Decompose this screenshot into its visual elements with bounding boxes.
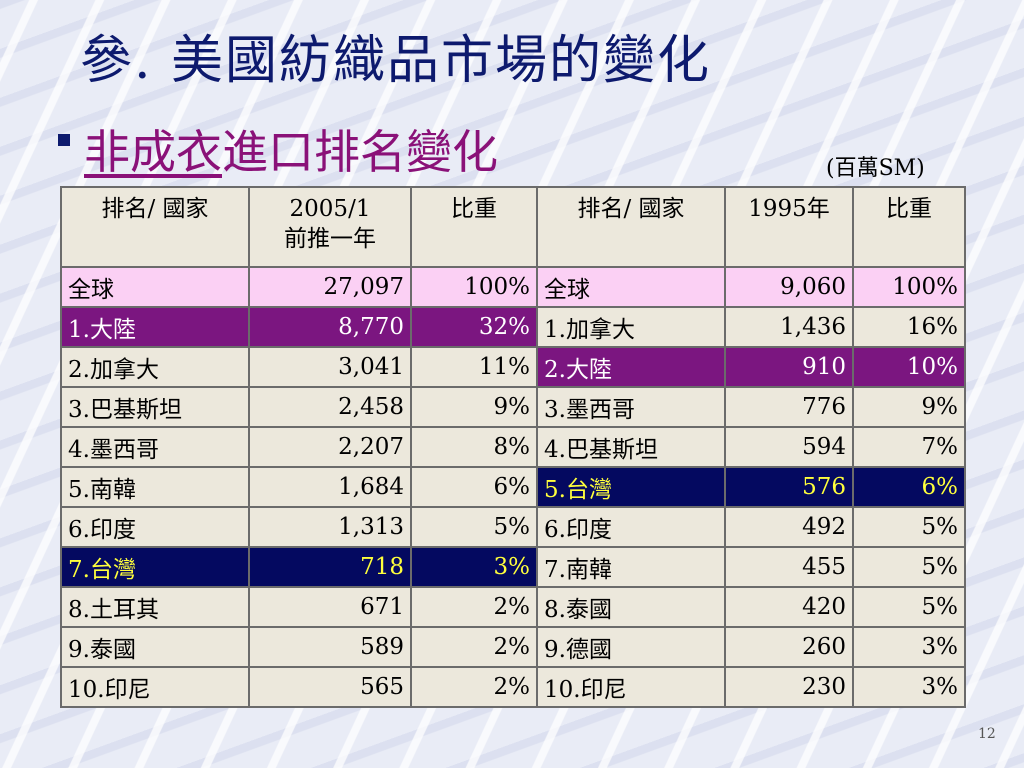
left-value-cell: 1,313 — [248, 506, 412, 548]
page-number: 12 — [978, 726, 996, 742]
right-share-cell: 9% — [852, 386, 966, 428]
table-row: 7.台灣 718 3% 7.南韓 455 5% — [60, 546, 966, 588]
header-right-value: 1995年 — [724, 186, 854, 268]
header-left-value-line2: 前推一年 — [284, 226, 376, 252]
left-value-cell: 2,207 — [248, 426, 412, 468]
right-country-cell: 7.南韓 — [536, 546, 726, 588]
left-share-cell: 9% — [410, 386, 538, 428]
left-country-cell: 2.加拿大 — [60, 346, 250, 388]
right-country-cell: 5.台灣 — [536, 466, 726, 508]
table-row: 3.巴基斯坦 2,458 9% 3.墨西哥 776 9% — [60, 386, 966, 428]
right-share-cell: 5% — [852, 586, 966, 628]
left-share-cell: 2% — [410, 626, 538, 668]
left-share-cell: 6% — [410, 466, 538, 508]
table-row: 4.墨西哥 2,207 8% 4.巴基斯坦 594 7% — [60, 426, 966, 468]
left-share-cell: 11% — [410, 346, 538, 388]
table-row: 9.泰國 589 2% 9.德國 260 3% — [60, 626, 966, 668]
right-share-cell: 7% — [852, 426, 966, 468]
right-value-cell: 492 — [724, 506, 854, 548]
slide-title: 參. 美國紡織品市場的變化 — [80, 31, 712, 91]
right-country-cell: 4.巴基斯坦 — [536, 426, 726, 468]
header-left-share: 比重 — [410, 186, 538, 268]
right-country-cell: 10.印尼 — [536, 666, 726, 708]
table-row: 2.加拿大 3,041 11% 2.大陸 910 10% — [60, 346, 966, 388]
table-row: 8.土耳其 671 2% 8.泰國 420 5% — [60, 586, 966, 628]
right-value-cell: 9,060 — [724, 266, 854, 308]
header-right-country: 排名/ 國家 — [536, 186, 726, 268]
right-country-cell: 6.印度 — [536, 506, 726, 548]
right-country-cell: 9.德國 — [536, 626, 726, 668]
left-country-cell: 6.印度 — [60, 506, 250, 548]
right-share-cell: 5% — [852, 546, 966, 588]
right-value-cell: 910 — [724, 346, 854, 388]
right-value-cell: 594 — [724, 426, 854, 468]
right-share-cell: 100% — [852, 266, 966, 308]
left-value-cell: 671 — [248, 586, 412, 628]
table-row: 10.印尼 565 2% 10.印尼 230 3% — [60, 666, 966, 708]
left-country-cell: 7.台灣 — [60, 546, 250, 588]
left-country-cell: 1.大陸 — [60, 306, 250, 348]
left-value-cell: 3,041 — [248, 346, 412, 388]
unit-label: (百萬SM) — [826, 156, 925, 181]
left-country-cell: 9.泰國 — [60, 626, 250, 668]
left-share-cell: 32% — [410, 306, 538, 348]
right-share-cell: 6% — [852, 466, 966, 508]
right-value-cell: 576 — [724, 466, 854, 508]
subtitle-underlined: 非成衣 — [84, 125, 222, 179]
table-row: 6.印度 1,313 5% 6.印度 492 5% — [60, 506, 966, 548]
left-value-cell: 589 — [248, 626, 412, 668]
right-country-cell: 全球 — [536, 266, 726, 308]
table-body: 排名/ 國家 2005/1 前推一年 比重 排名/ 國家 1995年 比重 全球… — [60, 186, 966, 708]
table-row: 1.大陸 8,770 32% 1.加拿大 1,436 16% — [60, 306, 966, 348]
import-ranking-table: 排名/ 國家 2005/1 前推一年 比重 排名/ 國家 1995年 比重 全球… — [60, 186, 966, 708]
left-share-cell: 8% — [410, 426, 538, 468]
left-value-cell: 565 — [248, 666, 412, 708]
header-left-value: 2005/1 前推一年 — [248, 186, 412, 268]
header-right-share: 比重 — [852, 186, 966, 268]
right-country-cell: 3.墨西哥 — [536, 386, 726, 428]
left-value-cell: 8,770 — [248, 306, 412, 348]
table-row: 5.南韓 1,684 6% 5.台灣 576 6% — [60, 466, 966, 508]
left-country-cell: 8.土耳其 — [60, 586, 250, 628]
left-value-cell: 2,458 — [248, 386, 412, 428]
right-share-cell: 3% — [852, 666, 966, 708]
right-share-cell: 10% — [852, 346, 966, 388]
right-country-cell: 2.大陸 — [536, 346, 726, 388]
left-share-cell: 2% — [410, 586, 538, 628]
table-header-row: 排名/ 國家 2005/1 前推一年 比重 排名/ 國家 1995年 比重 — [60, 186, 966, 268]
right-value-cell: 1,436 — [724, 306, 854, 348]
left-country-cell: 全球 — [60, 266, 250, 308]
table-row-global: 全球 27,097 100% 全球 9,060 100% — [60, 266, 966, 308]
square-bullet-icon — [58, 134, 70, 146]
right-share-cell: 3% — [852, 626, 966, 668]
left-share-cell: 3% — [410, 546, 538, 588]
right-share-cell: 16% — [852, 306, 966, 348]
left-value-cell: 27,097 — [248, 266, 412, 308]
header-left-value-line1: 2005/1 — [289, 196, 371, 222]
subtitle-rest: 進口排名變化 — [222, 125, 498, 179]
left-share-cell: 100% — [410, 266, 538, 308]
right-value-cell: 420 — [724, 586, 854, 628]
left-country-cell: 3.巴基斯坦 — [60, 386, 250, 428]
right-share-cell: 5% — [852, 506, 966, 548]
right-country-cell: 8.泰國 — [536, 586, 726, 628]
left-country-cell: 4.墨西哥 — [60, 426, 250, 468]
right-country-cell: 1.加拿大 — [536, 306, 726, 348]
left-share-cell: 5% — [410, 506, 538, 548]
left-share-cell: 2% — [410, 666, 538, 708]
left-country-cell: 10.印尼 — [60, 666, 250, 708]
right-value-cell: 455 — [724, 546, 854, 588]
left-country-cell: 5.南韓 — [60, 466, 250, 508]
left-value-cell: 1,684 — [248, 466, 412, 508]
left-value-cell: 718 — [248, 546, 412, 588]
right-value-cell: 776 — [724, 386, 854, 428]
header-left-country: 排名/ 國家 — [60, 186, 250, 268]
right-value-cell: 260 — [724, 626, 854, 668]
right-value-cell: 230 — [724, 666, 854, 708]
